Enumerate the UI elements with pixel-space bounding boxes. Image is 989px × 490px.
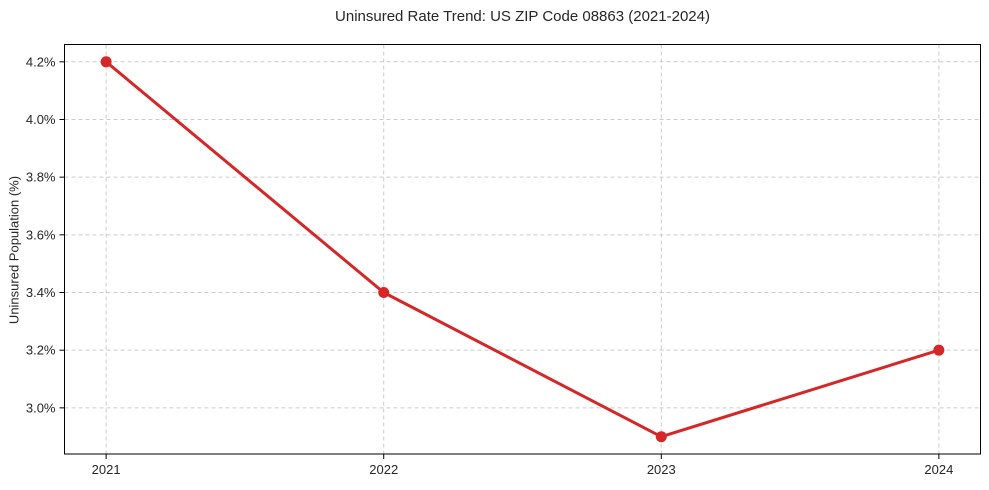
- plot-border: [64, 44, 981, 455]
- x-tick-label: 2023: [647, 462, 676, 477]
- trend-line: [104, 60, 941, 439]
- y-tick-label: 4.2%: [26, 54, 56, 69]
- x-tick-label: 2024: [924, 462, 953, 477]
- x-tick-label: 2022: [369, 462, 398, 477]
- y-tick-label: 3.4%: [26, 285, 56, 300]
- chart-title: Uninsured Rate Trend: US ZIP Code 08863 …: [335, 8, 710, 25]
- y-tick-label: 4.0%: [26, 112, 56, 127]
- y-tick-label: 3.0%: [26, 400, 56, 415]
- y-tick-label: 3.2%: [26, 343, 56, 358]
- y-tick-label: 3.8%: [26, 170, 56, 185]
- y-tick-label: 3.6%: [26, 227, 56, 242]
- data-point: [100, 56, 112, 68]
- data-point: [933, 344, 945, 356]
- x-tick-label: 2021: [92, 462, 121, 477]
- data-point: [378, 287, 390, 299]
- data-point: [655, 431, 667, 443]
